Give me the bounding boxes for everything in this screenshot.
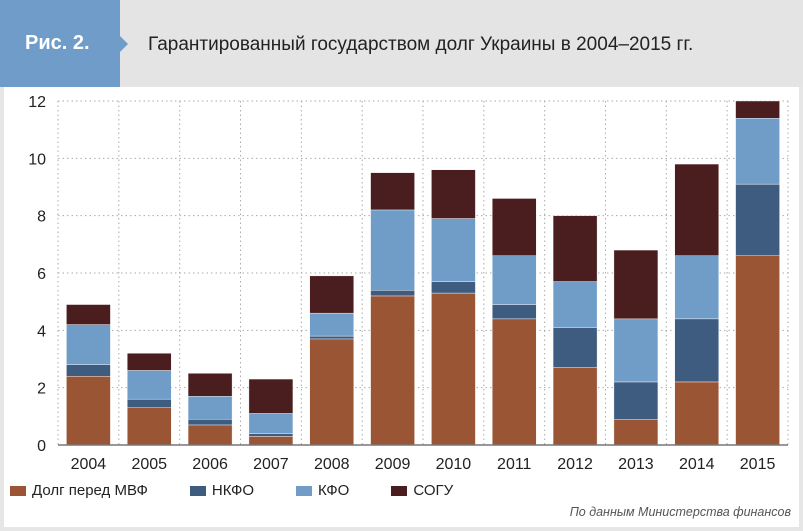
y-tick-label: 12 <box>28 94 46 111</box>
y-tick-label: 6 <box>37 266 46 283</box>
bar-segment-КФО <box>613 318 659 383</box>
bar-segment-СОГУ <box>552 215 598 282</box>
tab-arrow-icon <box>120 36 128 52</box>
bar-segment-СОГУ <box>187 373 233 397</box>
bar-segment-Долг перед МВФ <box>309 338 354 446</box>
bar-segment-НКФО <box>613 381 659 420</box>
x-tick-label: 2009 <box>375 456 411 473</box>
y-tick-label: 8 <box>37 209 46 226</box>
bar-segment-Долг перед МВФ <box>735 255 780 446</box>
bar-segment-Долг перед МВФ <box>127 407 172 446</box>
bar-segment-Долг перед МВФ <box>248 436 294 446</box>
bar-segment-СОГУ <box>613 249 659 320</box>
bar-segment-СОГУ <box>127 353 172 371</box>
x-tick-label: 2006 <box>192 456 228 473</box>
bar-segment-СОГУ <box>248 378 294 414</box>
legend: Долг перед МВФ НКФО КФО СОГУ <box>10 482 495 499</box>
bar-segment-СОГУ <box>66 304 111 325</box>
bar-segment-СОГУ <box>674 163 719 256</box>
bar-segment-КФО <box>187 396 233 420</box>
legend-swatch <box>391 485 408 496</box>
bar-segment-КФО <box>248 413 294 434</box>
bar-segment-Долг перед МВФ <box>552 367 598 446</box>
x-tick-label: 2005 <box>131 456 167 473</box>
x-tick-label: 2008 <box>314 456 350 473</box>
bar-segment-КФО <box>431 218 476 282</box>
legend-swatch <box>189 485 206 496</box>
figure-header: Рис. 2. Гарантированный государством дол… <box>0 0 803 87</box>
x-tick-label: 2013 <box>618 456 654 473</box>
legend-item: Долг перед МВФ <box>10 482 148 499</box>
bar-segment-Долг перед МВФ <box>492 318 537 446</box>
x-tick-label: 2007 <box>253 456 289 473</box>
bar-segment-НКФО <box>248 433 294 437</box>
bar-segment-НКФО <box>492 304 537 320</box>
legend-label: КФО <box>318 482 350 499</box>
x-tick-label: 2010 <box>436 456 472 473</box>
bar-segment-НКФО <box>127 398 172 408</box>
figure-label: Рис. 2. <box>25 32 90 54</box>
bar-segment-СОГУ <box>492 198 537 256</box>
x-tick-label: 2011 <box>497 456 532 473</box>
bar-segment-НКФО <box>187 419 233 426</box>
bar-segment-СОГУ <box>431 169 476 219</box>
x-tick-label: 2004 <box>71 456 107 473</box>
bar-segment-СОГУ <box>735 100 780 119</box>
bar-segment-Долг перед МВФ <box>187 424 233 446</box>
legend-item: НКФО <box>189 482 255 499</box>
bar-segment-НКФО <box>66 364 111 377</box>
y-tick-label: 10 <box>28 151 46 168</box>
chart-title: Гарантированный государством долг Украин… <box>148 34 694 55</box>
legend-label: НКФО <box>211 482 255 499</box>
legend-swatch <box>10 485 26 496</box>
bar-segment-СОГУ <box>370 172 415 211</box>
bar-segment-СОГУ <box>309 275 354 314</box>
bar-segment-КФО <box>309 312 354 337</box>
y-tick-label: 2 <box>37 381 46 398</box>
bar-segment-КФО <box>370 209 415 291</box>
y-tick-label: 4 <box>37 323 46 340</box>
legend-item: СОГУ <box>391 482 453 499</box>
figure-label-tab: Рис. 2. <box>0 0 120 87</box>
bar-segment-Долг перед МВФ <box>674 381 719 446</box>
x-tick-label: 2012 <box>557 456 593 473</box>
x-tick-label: 2014 <box>679 456 715 473</box>
y-tick-label: 0 <box>37 438 46 455</box>
bar-segment-НКФО <box>431 281 476 294</box>
bar-segment-КФО <box>127 370 172 400</box>
legend-label: СОГУ <box>413 482 454 499</box>
bar-segment-НКФО <box>552 327 598 368</box>
legend-label: Долг перед МВФ <box>32 482 148 499</box>
legend-item: КФО <box>296 482 349 499</box>
bar-segment-КФО <box>735 117 780 185</box>
bar-segment-НКФО <box>309 335 354 340</box>
bar-segment-Долг перед МВФ <box>613 419 659 446</box>
bar-segment-КФО <box>674 255 719 320</box>
x-tick-label: 2015 <box>740 456 776 473</box>
bar-segment-НКФО <box>370 290 415 297</box>
bar-segment-КФО <box>66 324 111 365</box>
source-note: По данным Министерства финансов <box>569 505 791 519</box>
bar-segment-КФО <box>492 255 537 305</box>
bar-segment-КФО <box>552 281 598 328</box>
bar-segment-НКФО <box>735 183 780 256</box>
legend-swatch <box>296 485 313 496</box>
bar-segment-Долг перед МВФ <box>431 292 476 446</box>
bar-segment-Долг перед МВФ <box>370 295 415 446</box>
bar-segment-НКФО <box>674 318 719 383</box>
bar-segment-Долг перед МВФ <box>66 376 111 446</box>
